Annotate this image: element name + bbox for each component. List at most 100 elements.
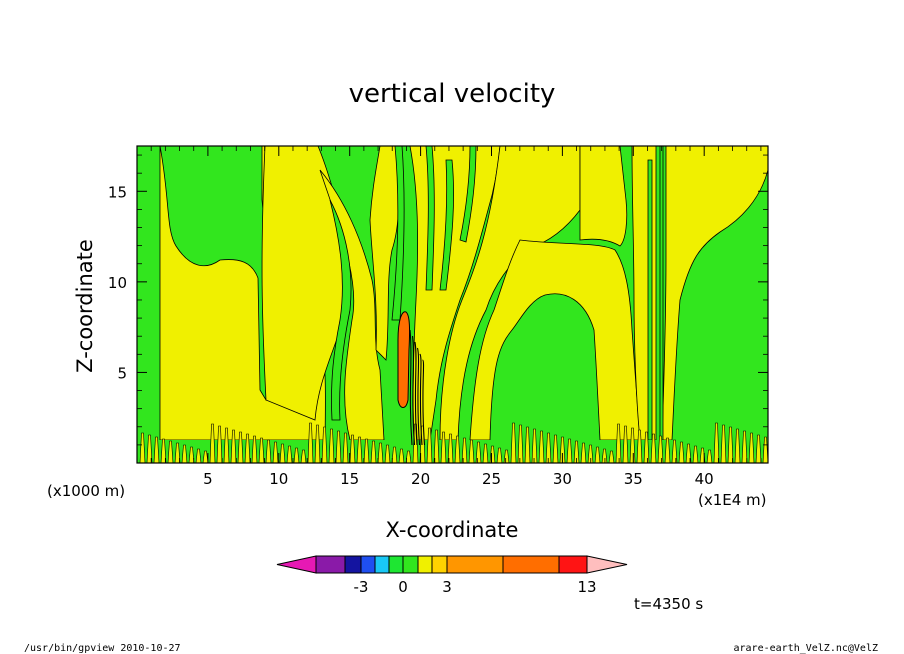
ripple xyxy=(566,438,573,463)
contour-line xyxy=(411,335,416,446)
ripple xyxy=(622,425,629,463)
ripple xyxy=(734,428,741,463)
ripple xyxy=(349,434,356,463)
ripple xyxy=(545,432,552,463)
ripple xyxy=(524,426,531,463)
x-tick-label: 10 xyxy=(269,470,288,488)
downdraft-ribbon-7 xyxy=(659,146,664,441)
ripple xyxy=(377,442,384,463)
ripple xyxy=(265,439,272,463)
x-tick-label: 40 xyxy=(695,470,714,488)
contour-line xyxy=(409,329,413,446)
ripple xyxy=(762,436,768,463)
ripple xyxy=(188,446,195,463)
ripple xyxy=(181,444,188,463)
ripple xyxy=(503,449,510,463)
footer-left: /usr/bin/gpview 2010-10-27 xyxy=(24,643,181,654)
ripple xyxy=(195,448,202,463)
contour-field xyxy=(137,146,768,463)
ripple xyxy=(321,426,328,463)
footer-right: arare-earth_VelZ.nc@VelZ xyxy=(734,643,879,654)
x-tick-label: 35 xyxy=(624,470,643,488)
updraft-region-4 xyxy=(319,169,385,441)
ripple xyxy=(426,427,433,463)
x-axis-ticks: 5 10 15 20 25 30 35 40 xyxy=(150,146,762,488)
colorbar-segment xyxy=(431,555,448,574)
y-axis-ticks: 5 10 15 xyxy=(108,154,768,446)
ripple xyxy=(720,424,727,463)
chart-title: vertical velocity xyxy=(349,79,556,109)
ripple xyxy=(286,445,293,463)
colorbar-segment xyxy=(502,555,560,574)
downdraft-ribbon-6 xyxy=(647,159,653,441)
x-tick-label: 15 xyxy=(340,470,359,488)
y-tick-label: 5 xyxy=(117,364,127,382)
ripple xyxy=(447,433,454,463)
ripple xyxy=(244,433,251,463)
ripple xyxy=(293,447,300,463)
ripple xyxy=(202,450,209,463)
ripple xyxy=(643,431,650,463)
colorbar-arrow-low xyxy=(276,555,317,574)
ripple xyxy=(391,446,398,463)
colorbar-segment xyxy=(344,555,362,574)
colorbar-label-3: 3 xyxy=(442,578,452,596)
ripple xyxy=(258,437,265,463)
ripple xyxy=(615,423,622,463)
ripple xyxy=(594,446,601,463)
plot-frame xyxy=(136,145,769,464)
ripple xyxy=(230,429,237,463)
ripple xyxy=(664,437,671,463)
ripple xyxy=(692,445,699,463)
ripple xyxy=(468,439,475,463)
ripple xyxy=(363,438,370,463)
ripple xyxy=(580,442,587,463)
surface-ripples xyxy=(139,422,768,463)
plot-area xyxy=(136,145,769,464)
ripple xyxy=(314,424,321,463)
colorbar-segment xyxy=(417,555,433,574)
x-scale-label: (x1E4 m) xyxy=(698,491,767,509)
ripple xyxy=(433,429,440,463)
ripple xyxy=(748,432,755,463)
y-tick-label: 10 xyxy=(108,274,127,292)
ripple xyxy=(510,422,517,463)
contour-line xyxy=(421,359,426,446)
colorbar-segment xyxy=(558,555,588,574)
x-unit-label: (x1000 m) xyxy=(47,482,125,500)
ripple xyxy=(328,428,335,463)
ripple xyxy=(538,430,545,463)
x-tick-label: 20 xyxy=(411,470,430,488)
ripple xyxy=(559,436,566,463)
colorbar-arrow-high xyxy=(586,555,628,574)
ripple xyxy=(300,449,307,463)
x-tick-label: 25 xyxy=(482,470,501,488)
ripple xyxy=(223,427,230,463)
ripple xyxy=(671,439,678,463)
ripple xyxy=(608,450,615,463)
ripple xyxy=(335,430,342,463)
ripple xyxy=(251,435,258,463)
ripple xyxy=(153,436,160,463)
ripple xyxy=(167,440,174,463)
ripple xyxy=(713,422,720,463)
updraft-region-11 xyxy=(661,146,768,441)
ripple xyxy=(496,447,503,463)
time-label: t=4350 s xyxy=(634,595,703,613)
y-axis-label: Z-coordinate xyxy=(73,239,97,373)
ripple xyxy=(741,430,748,463)
ripple xyxy=(755,434,762,463)
updraft-region-9 xyxy=(579,146,628,247)
colorbar xyxy=(276,555,628,574)
colorbar-label-0: 0 xyxy=(398,578,408,596)
ripple xyxy=(272,441,279,463)
ripple xyxy=(307,422,314,463)
ripple xyxy=(342,432,349,463)
convective-core xyxy=(397,311,411,408)
ripple xyxy=(727,426,734,463)
ripple xyxy=(160,438,167,463)
downdraft-ribbon-1 xyxy=(329,199,352,421)
colorbar-label-neg3: -3 xyxy=(354,578,369,596)
colorbar-segment xyxy=(388,555,404,574)
ripple xyxy=(573,440,580,463)
